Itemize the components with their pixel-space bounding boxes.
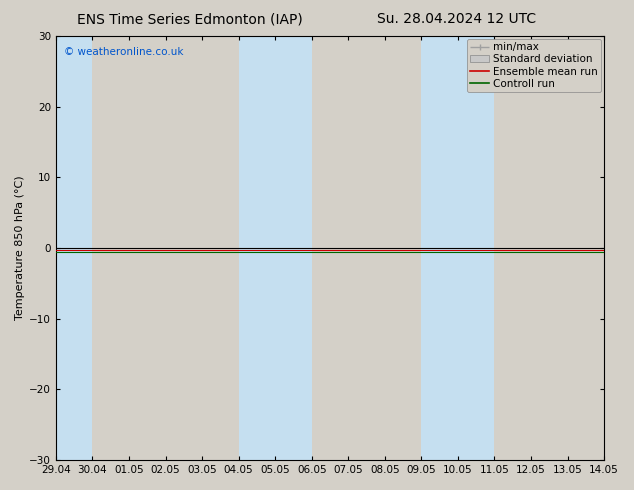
- Text: ENS Time Series Edmonton (IAP): ENS Time Series Edmonton (IAP): [77, 12, 303, 26]
- Bar: [422, 36, 495, 460]
- Text: © weatheronline.co.uk: © weatheronline.co.uk: [64, 47, 184, 57]
- Legend: min/max, Standard deviation, Ensemble mean run, Controll run: min/max, Standard deviation, Ensemble me…: [467, 39, 601, 92]
- Y-axis label: Temperature 850 hPa (°C): Temperature 850 hPa (°C): [15, 176, 25, 320]
- Bar: [238, 36, 312, 460]
- Bar: [56, 36, 93, 460]
- Text: Su. 28.04.2024 12 UTC: Su. 28.04.2024 12 UTC: [377, 12, 536, 26]
